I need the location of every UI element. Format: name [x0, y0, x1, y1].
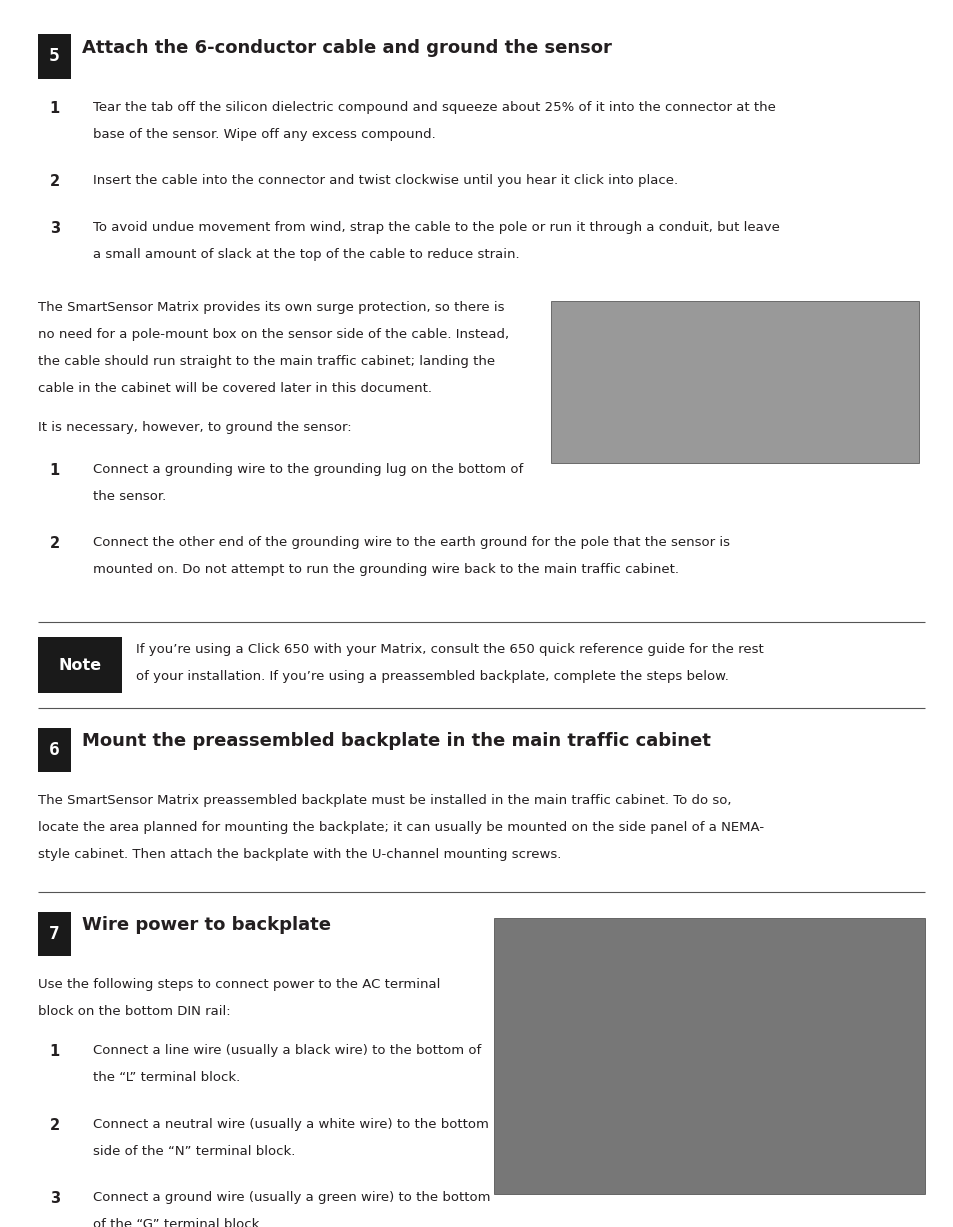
FancyBboxPatch shape [38, 34, 71, 79]
Text: Connect a neutral wire (usually a white wire) to the bottom: Connect a neutral wire (usually a white … [93, 1118, 489, 1131]
Text: 3: 3 [50, 1191, 60, 1206]
Text: 1: 1 [50, 1044, 60, 1059]
Text: The SmartSensor Matrix provides its own surge protection, so there is: The SmartSensor Matrix provides its own … [38, 301, 504, 314]
Text: To avoid undue movement from wind, strap the cable to the pole or run it through: To avoid undue movement from wind, strap… [93, 221, 780, 234]
FancyBboxPatch shape [38, 728, 71, 772]
Text: Note: Note [58, 658, 102, 672]
Text: cable in the cabinet will be covered later in this document.: cable in the cabinet will be covered lat… [38, 382, 432, 395]
FancyBboxPatch shape [38, 912, 71, 956]
Text: 2: 2 [50, 1118, 60, 1133]
Text: style cabinet. Then attach the backplate with the U-channel mounting screws.: style cabinet. Then attach the backplate… [38, 848, 561, 861]
Text: of your installation. If you’re using a preassembled backplate, complete the ste: of your installation. If you’re using a … [136, 670, 728, 683]
Text: Connect the other end of the grounding wire to the earth ground for the pole tha: Connect the other end of the grounding w… [93, 536, 730, 550]
Text: mounted on. Do not attempt to run the grounding wire back to the main traffic ca: mounted on. Do not attempt to run the gr… [93, 563, 679, 577]
FancyBboxPatch shape [494, 918, 924, 1194]
Text: Connect a ground wire (usually a green wire) to the bottom: Connect a ground wire (usually a green w… [93, 1191, 491, 1205]
Text: 3: 3 [50, 221, 60, 236]
Text: a small amount of slack at the top of the cable to reduce strain.: a small amount of slack at the top of th… [93, 248, 519, 261]
Text: 2: 2 [50, 174, 60, 189]
Text: no need for a pole-mount box on the sensor side of the cable. Instead,: no need for a pole-mount box on the sens… [38, 328, 509, 341]
Text: block on the bottom DIN rail:: block on the bottom DIN rail: [38, 1005, 231, 1018]
Text: 5: 5 [49, 48, 60, 65]
Text: Insert the cable into the connector and twist clockwise until you hear it click : Insert the cable into the connector and … [93, 174, 678, 188]
Text: the sensor.: the sensor. [93, 490, 167, 503]
Text: 6: 6 [49, 741, 60, 758]
Text: Use the following steps to connect power to the AC terminal: Use the following steps to connect power… [38, 978, 440, 991]
Text: locate the area planned for mounting the backplate; it can usually be mounted on: locate the area planned for mounting the… [38, 821, 763, 834]
Text: 2: 2 [50, 536, 60, 551]
Text: the “L” terminal block.: the “L” terminal block. [93, 1071, 240, 1085]
Text: Connect a grounding wire to the grounding lug on the bottom of: Connect a grounding wire to the groundin… [93, 463, 523, 476]
Text: Attach the 6-conductor cable and ground the sensor: Attach the 6-conductor cable and ground … [82, 39, 612, 56]
Text: 7: 7 [49, 925, 60, 942]
Text: Connect a line wire (usually a black wire) to the bottom of: Connect a line wire (usually a black wir… [93, 1044, 481, 1058]
Text: The SmartSensor Matrix preassembled backplate must be installed in the main traf: The SmartSensor Matrix preassembled back… [38, 794, 731, 807]
Text: 1: 1 [50, 101, 60, 115]
Text: of the “G” terminal block.: of the “G” terminal block. [93, 1218, 264, 1227]
Text: base of the sensor. Wipe off any excess compound.: base of the sensor. Wipe off any excess … [93, 128, 436, 141]
Text: Wire power to backplate: Wire power to backplate [82, 917, 331, 934]
FancyBboxPatch shape [551, 301, 918, 463]
FancyBboxPatch shape [38, 637, 122, 693]
Text: If you’re using a Click 650 with your Matrix, consult the 650 quick reference gu: If you’re using a Click 650 with your Ma… [136, 643, 763, 656]
Text: side of the “N” terminal block.: side of the “N” terminal block. [93, 1145, 295, 1158]
Text: 1: 1 [50, 463, 60, 477]
Text: Tear the tab off the silicon dielectric compound and squeeze about 25% of it int: Tear the tab off the silicon dielectric … [93, 101, 776, 114]
Text: It is necessary, however, to ground the sensor:: It is necessary, however, to ground the … [38, 421, 352, 434]
Text: Mount the preassembled backplate in the main traffic cabinet: Mount the preassembled backplate in the … [82, 733, 710, 750]
Text: the cable should run straight to the main traffic cabinet; landing the: the cable should run straight to the mai… [38, 355, 495, 368]
